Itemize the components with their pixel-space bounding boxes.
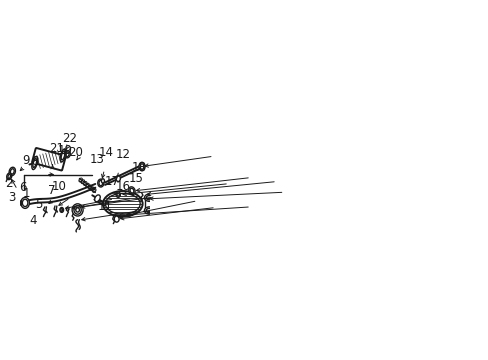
Ellipse shape (116, 175, 120, 181)
Ellipse shape (60, 207, 63, 212)
Ellipse shape (32, 157, 38, 170)
Text: 8: 8 (31, 155, 39, 168)
Ellipse shape (33, 159, 37, 167)
Text: 1: 1 (22, 187, 30, 200)
Text: 20: 20 (68, 146, 83, 159)
Ellipse shape (114, 216, 119, 222)
Ellipse shape (61, 151, 65, 160)
Ellipse shape (144, 194, 154, 201)
Text: 16: 16 (115, 180, 130, 193)
Ellipse shape (61, 208, 62, 211)
Ellipse shape (8, 174, 11, 179)
Ellipse shape (128, 187, 135, 194)
Ellipse shape (95, 195, 100, 202)
Text: 15: 15 (128, 172, 143, 185)
Ellipse shape (146, 195, 152, 200)
Ellipse shape (98, 179, 103, 187)
Text: 10: 10 (51, 180, 66, 193)
Text: 3: 3 (9, 191, 16, 204)
Ellipse shape (72, 204, 83, 216)
Ellipse shape (139, 162, 145, 171)
Ellipse shape (144, 207, 154, 214)
Text: 14: 14 (98, 146, 113, 159)
Text: 7: 7 (48, 184, 55, 197)
Text: 17: 17 (104, 175, 120, 188)
Text: 6: 6 (19, 181, 26, 194)
Text: 22: 22 (62, 131, 77, 144)
Text: 18: 18 (132, 161, 147, 174)
Text: 11: 11 (97, 200, 112, 213)
Text: 4: 4 (30, 214, 37, 227)
Ellipse shape (74, 206, 81, 214)
Ellipse shape (140, 164, 143, 169)
Text: 21: 21 (49, 142, 63, 155)
FancyBboxPatch shape (32, 148, 65, 170)
Ellipse shape (22, 199, 28, 207)
Ellipse shape (103, 191, 142, 217)
Ellipse shape (76, 208, 79, 212)
Ellipse shape (64, 150, 70, 158)
Ellipse shape (117, 193, 119, 196)
Text: 19: 19 (58, 144, 73, 157)
Text: 12: 12 (115, 148, 130, 161)
Ellipse shape (21, 197, 29, 208)
Ellipse shape (101, 179, 104, 183)
Text: 13: 13 (89, 153, 104, 166)
Ellipse shape (130, 188, 134, 193)
Ellipse shape (10, 169, 14, 174)
Text: 9: 9 (22, 154, 30, 167)
Ellipse shape (60, 149, 66, 162)
Ellipse shape (99, 180, 102, 186)
Ellipse shape (146, 208, 152, 213)
Ellipse shape (9, 167, 16, 176)
Text: 5: 5 (35, 198, 42, 211)
Ellipse shape (66, 152, 69, 157)
Ellipse shape (7, 173, 12, 180)
Text: 2: 2 (5, 177, 13, 190)
Ellipse shape (116, 192, 120, 197)
